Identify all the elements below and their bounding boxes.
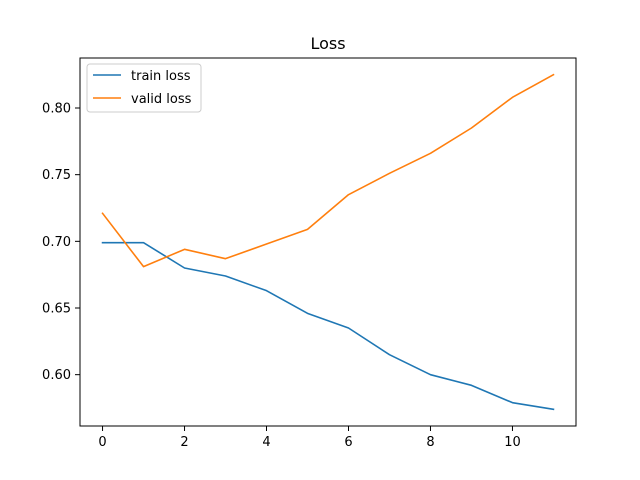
legend: train loss valid loss bbox=[86, 63, 202, 113]
x-tick-label: 10 bbox=[504, 435, 521, 450]
x-axis: 0 2 4 6 8 10 bbox=[98, 426, 521, 450]
x-tick-label: 8 bbox=[426, 435, 434, 450]
legend-label-train-loss: train loss bbox=[131, 69, 191, 84]
x-tick-label: 2 bbox=[180, 435, 188, 450]
plot-frame bbox=[79, 57, 577, 427]
series-lines bbox=[101, 73, 555, 411]
y-tick-label: 0.60 bbox=[42, 368, 71, 383]
y-tick-label: 0.70 bbox=[42, 235, 71, 250]
series-line-train-loss bbox=[101, 241, 555, 411]
y-tick-label: 0.65 bbox=[42, 302, 71, 317]
y-axis: 0.60 0.65 0.70 0.75 0.80 bbox=[42, 102, 80, 383]
legend-box bbox=[86, 63, 202, 113]
y-tick-label: 0.80 bbox=[42, 102, 71, 117]
x-tick-label: 0 bbox=[98, 435, 106, 450]
y-tick-label: 0.75 bbox=[42, 168, 71, 183]
chart-title: Loss bbox=[310, 34, 345, 53]
legend-label-valid-loss: valid loss bbox=[131, 92, 192, 107]
x-tick-label: 6 bbox=[344, 435, 352, 450]
series-line-valid-loss bbox=[101, 73, 555, 268]
x-tick-label: 4 bbox=[262, 435, 270, 450]
